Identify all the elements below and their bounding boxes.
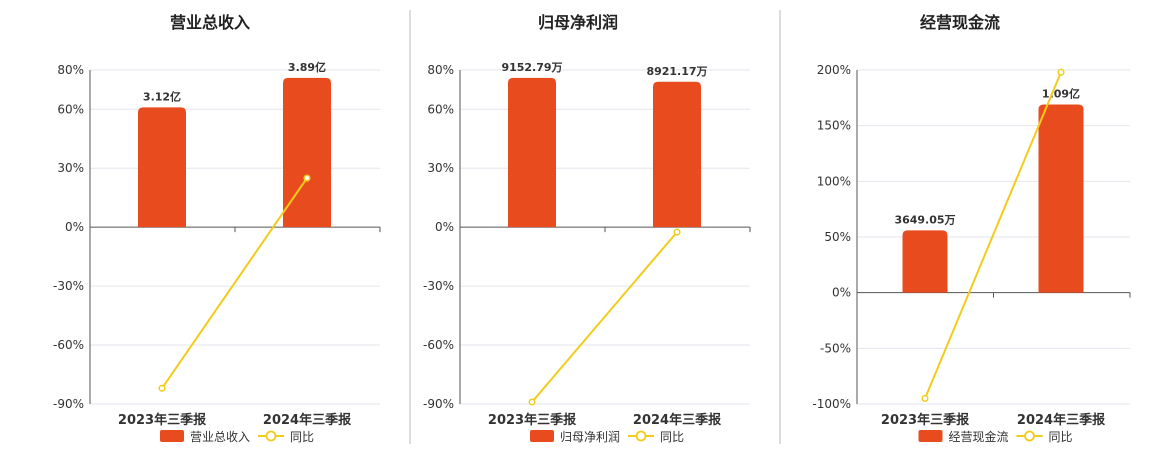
y-tick-label: 150%	[817, 119, 851, 133]
bar	[508, 77, 556, 228]
legend-line-label: 同比	[660, 430, 684, 444]
bar	[138, 107, 186, 228]
y-tick-label: -100%	[812, 397, 851, 411]
y-tick-label: -90%	[423, 397, 454, 411]
y-tick-label: -60%	[423, 338, 454, 352]
y-tick-label: 60%	[427, 102, 454, 116]
x-category-label: 2024年三季报	[263, 412, 352, 428]
legend-line-marker	[635, 430, 647, 442]
bar	[902, 230, 948, 293]
legend-bar-label: 营业总收入	[190, 430, 250, 444]
y-tick-label: -30%	[53, 279, 84, 293]
legend-bar-label: 归母净利润	[560, 430, 620, 444]
y-tick-label: 30%	[57, 161, 84, 175]
y-tick-label: 0%	[832, 286, 851, 300]
chart-title: 归母净利润	[538, 13, 618, 32]
legend-bar-label: 经营现金流	[949, 429, 1009, 444]
yoy-point	[921, 394, 929, 402]
bar-data-label: 8921.17万	[646, 65, 707, 78]
yoy-point	[158, 384, 166, 392]
yoy-line	[924, 71, 1062, 399]
y-tick-label: 80%	[57, 63, 84, 77]
bar	[1038, 104, 1084, 293]
y-tick-label: -60%	[53, 338, 84, 352]
legend-line-label: 同比	[290, 430, 314, 444]
y-tick-label: 80%	[427, 63, 454, 77]
bar	[283, 77, 331, 228]
y-tick-label: 100%	[817, 174, 851, 188]
bar-data-label: 3.12亿	[143, 89, 181, 103]
yoy-point	[528, 398, 536, 406]
y-tick-label: 30%	[427, 161, 454, 175]
bar-data-label: 3.89亿	[288, 60, 326, 74]
legend-line-marker	[1024, 430, 1035, 442]
x-category-label: 2023年三季报	[881, 412, 970, 428]
x-category-label: 2024年三季报	[633, 412, 722, 428]
bar	[653, 81, 701, 228]
chart-title: 经营现金流	[920, 13, 1000, 32]
bar-data-label: 1.09亿	[1042, 87, 1080, 101]
yoy-line	[161, 177, 308, 389]
y-tick-label: 50%	[824, 230, 851, 244]
x-category-label: 2023年三季报	[488, 412, 577, 428]
yoy-point	[303, 174, 311, 182]
y-tick-label: 0%	[65, 220, 84, 234]
yoy-point	[1057, 68, 1065, 76]
x-category-label: 2024年三季报	[1017, 412, 1106, 428]
legend-bar-swatch	[918, 430, 943, 442]
y-tick-label: -90%	[53, 397, 84, 411]
y-tick-label: -30%	[423, 279, 454, 293]
legend-line-marker	[265, 430, 277, 442]
yoy-line	[531, 231, 678, 403]
chart-title: 营业总收入	[170, 13, 250, 32]
bar-data-label: 9152.79万	[501, 61, 562, 74]
yoy-point	[673, 228, 681, 236]
y-tick-label: -50%	[820, 341, 851, 355]
y-tick-label: 60%	[57, 102, 84, 116]
y-tick-label: 200%	[817, 63, 851, 77]
legend-bar-swatch	[160, 430, 184, 442]
x-category-label: 2023年三季报	[118, 412, 207, 428]
legend-line-label: 同比	[1049, 430, 1073, 444]
bar-data-label: 3649.05万	[894, 213, 955, 226]
y-tick-label: 0%	[435, 220, 454, 234]
legend-bar-swatch	[530, 430, 554, 442]
